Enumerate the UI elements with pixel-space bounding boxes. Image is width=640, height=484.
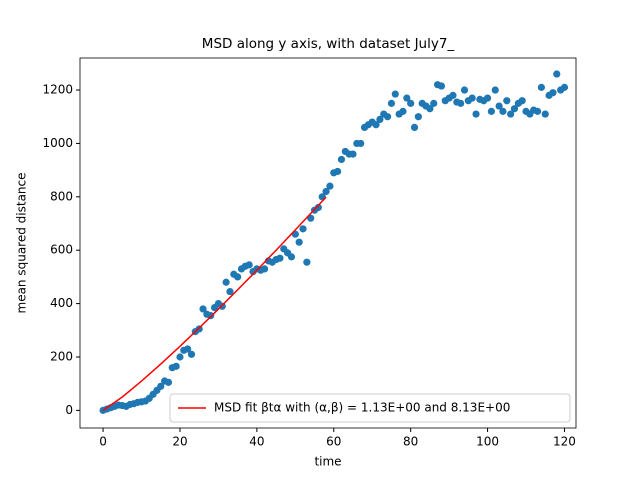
data-point	[314, 203, 322, 212]
data-point	[260, 265, 269, 273]
data-point	[414, 113, 422, 121]
data-point	[334, 167, 342, 176]
data-point	[491, 86, 499, 94]
x-tick-label: 0	[99, 435, 107, 449]
data-point	[549, 89, 557, 97]
data-point	[430, 99, 438, 107]
data-point	[495, 102, 503, 110]
plot-frame	[79, 57, 577, 429]
data-point	[357, 139, 365, 148]
y-tick-label: 400	[50, 296, 73, 310]
data-point	[326, 182, 334, 190]
data-point	[437, 82, 446, 90]
data-point	[407, 99, 415, 107]
y-tick-label: 1200	[42, 83, 73, 97]
data-point	[387, 99, 396, 107]
y-tick-label: 200	[50, 349, 73, 363]
data-point	[372, 121, 380, 129]
data-point	[499, 107, 507, 115]
data-point	[176, 353, 184, 361]
data-point	[234, 273, 242, 281]
data-point	[507, 110, 515, 118]
data-point	[172, 362, 180, 370]
data-point	[518, 97, 526, 105]
data-point	[410, 123, 419, 132]
data-point	[226, 287, 234, 296]
data-point	[560, 83, 569, 91]
data-point	[199, 305, 207, 313]
y-tick-label: 800	[50, 189, 73, 203]
x-tick-label: 80	[403, 435, 418, 449]
legend-box	[169, 393, 571, 423]
data-point	[337, 155, 346, 164]
data-point	[391, 90, 399, 98]
x-tick-label: 100	[476, 435, 499, 449]
data-point	[503, 97, 511, 105]
y-axis-label: mean squared distance	[15, 172, 29, 313]
y-tick-label: 1000	[42, 136, 73, 150]
data-point	[449, 91, 457, 99]
data-point	[184, 345, 192, 353]
data-point	[383, 113, 392, 121]
data-point	[426, 105, 434, 113]
data-point	[541, 110, 549, 118]
x-tick-label: 40	[249, 435, 264, 449]
data-point	[403, 94, 411, 102]
y-tick-label: 0	[65, 403, 73, 417]
data-point	[483, 94, 492, 102]
x-tick-label: 120	[553, 435, 576, 449]
data-point	[457, 99, 465, 107]
data-point	[472, 110, 480, 118]
data-point	[157, 382, 165, 390]
data-point	[349, 150, 357, 158]
data-point	[303, 258, 311, 266]
data-point	[553, 70, 561, 78]
data-point	[218, 302, 226, 310]
data-point	[299, 225, 307, 233]
data-point	[376, 115, 384, 123]
x-tick-label: 20	[172, 435, 187, 449]
x-axis-label: time	[314, 455, 341, 469]
x-tick-label: 60	[326, 435, 341, 449]
data-point	[245, 261, 253, 269]
data-point	[510, 105, 519, 113]
y-tick-label: 600	[50, 243, 73, 257]
data-point	[399, 107, 407, 115]
data-point	[468, 94, 476, 102]
data-point	[322, 187, 330, 196]
data-point	[295, 238, 303, 246]
data-point	[533, 107, 542, 115]
data-point	[487, 107, 496, 115]
data-point	[276, 254, 284, 262]
data-point	[187, 350, 196, 358]
chart-title: MSD along y axis, with dataset July7_	[202, 36, 455, 52]
data-point	[287, 253, 296, 261]
data-point	[222, 278, 230, 286]
fit-line	[102, 196, 327, 411]
legend-label: MSD fit βtα with (α,β) = 1.13E+00 and 8.…	[214, 401, 510, 415]
data-point	[460, 86, 469, 94]
data-point	[164, 378, 173, 386]
data-point	[537, 83, 545, 91]
